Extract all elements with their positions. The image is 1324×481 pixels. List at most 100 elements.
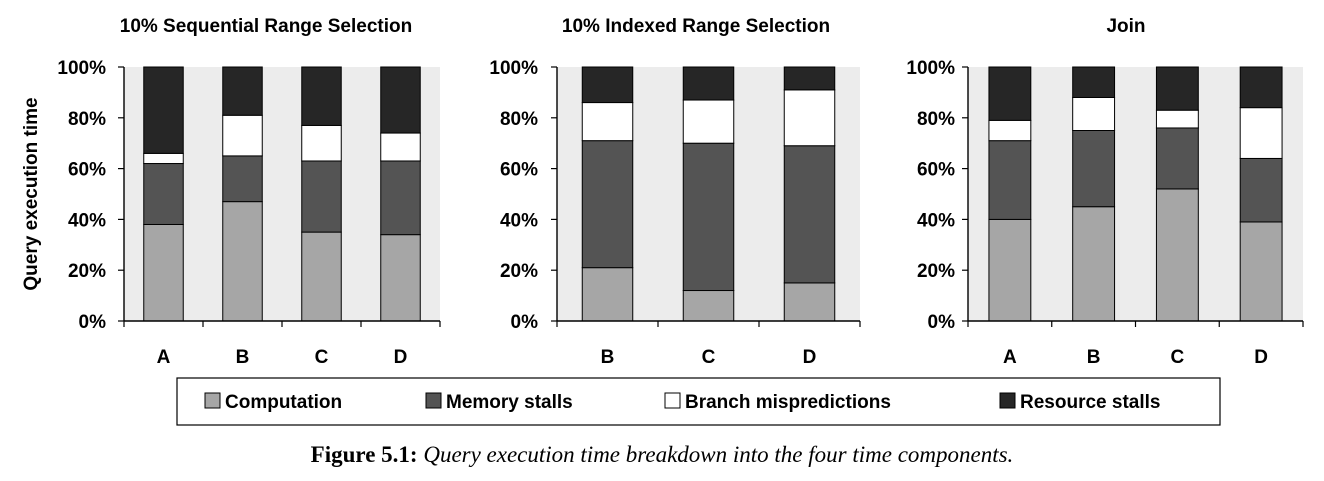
legend-item: Computation <box>204 392 342 413</box>
category-label: A <box>157 347 171 368</box>
bar-segment-memory-stalls <box>581 140 634 269</box>
bar-segment-resource-stalls <box>1239 66 1283 109</box>
y-tick-label: 100% <box>57 58 106 79</box>
y-tick-label: 80% <box>68 109 106 130</box>
bar-segment-resource-stalls <box>682 66 735 101</box>
chart-title: Join <box>1106 16 1145 37</box>
caption-text: Query execution time breakdown into the … <box>423 442 1014 467</box>
bar-segment-computation <box>988 218 1032 322</box>
bar-segment-resource-stalls <box>222 66 263 116</box>
bar-segment-branch-mispredictions <box>301 124 342 162</box>
bar-segment-memory-stalls <box>143 163 184 225</box>
chart-3: Join 0% 20% 40% 60% 80% 100% A B C D <box>906 16 1304 368</box>
bar-segment-memory-stalls <box>682 142 735 292</box>
legend-label: Computation <box>225 392 342 413</box>
bar-segment-memory-stalls <box>301 160 342 233</box>
y-tick-label: 0% <box>511 312 539 333</box>
y-tick-label: 60% <box>68 160 106 181</box>
chart-1: 10% Sequential Range Selection 0% 20% 40% 60… <box>21 16 441 368</box>
bar-segment-branch-mispredictions <box>682 99 735 144</box>
category-label: D <box>803 347 817 368</box>
category-label: B <box>1087 347 1101 368</box>
category-label: B <box>601 347 615 368</box>
category-label: D <box>1254 347 1268 368</box>
legend-box <box>176 377 1221 426</box>
category-label: C <box>1171 347 1185 368</box>
bar-segment-computation <box>581 267 634 322</box>
bar-segment-resource-stalls <box>581 66 634 104</box>
bar-segment-branch-mispredictions <box>1072 96 1116 132</box>
bar-segment-branch-mispredictions <box>143 152 184 165</box>
y-tick-label: 60% <box>917 160 955 181</box>
bar-segment-resource-stalls <box>988 66 1032 121</box>
bar-segment-memory-stalls <box>1155 127 1199 190</box>
legend-item: Branch mispredictions <box>664 392 891 413</box>
bar-segment-memory-stalls <box>380 160 421 236</box>
bar-segment-resource-stalls <box>1155 66 1199 111</box>
y-tick-label: 0% <box>928 312 956 333</box>
bar-segment-branch-mispredictions <box>581 102 634 142</box>
bar-segment-computation <box>301 231 342 322</box>
bar-segment-resource-stalls <box>783 66 836 91</box>
legend-swatch <box>664 392 681 409</box>
category-label: A <box>1003 347 1017 368</box>
charts-layer: 10% Sequential Range Selection 0% 20% 40% 60… <box>21 16 1304 368</box>
y-tick-label: 40% <box>68 210 106 231</box>
y-tick-label: 20% <box>68 261 106 282</box>
legend-label: Resource stalls <box>1020 392 1160 413</box>
legend-item: Resource stalls <box>999 392 1160 413</box>
bar-segment-computation <box>783 282 836 322</box>
y-tick-label: 100% <box>906 58 955 79</box>
bar-segment-computation <box>1239 221 1283 322</box>
bar-segment-branch-mispredictions <box>1155 109 1199 129</box>
bar-segment-resource-stalls <box>1072 66 1116 98</box>
chart-svg: 10% Sequential Range Selection 0% 20% 40% 60… <box>21 16 1304 426</box>
bar-segment-computation <box>380 234 421 322</box>
bar-segment-computation <box>143 223 184 322</box>
y-tick-label: 80% <box>917 109 955 130</box>
y-tick-label: 20% <box>500 261 538 282</box>
chart-2: 10% Indexed Range Selection 0% 20% 40% 60% 80… <box>489 16 861 368</box>
bar-segment-resource-stalls <box>380 66 421 134</box>
category-label: B <box>236 347 250 368</box>
bar-segment-computation <box>1072 206 1116 322</box>
bar-segment-computation <box>1155 188 1199 322</box>
category-label: D <box>394 347 408 368</box>
bar-segment-branch-mispredictions <box>1239 107 1283 159</box>
bar-segment-memory-stalls <box>1072 130 1116 208</box>
y-tick-label: 80% <box>500 109 538 130</box>
bar-segment-branch-mispredictions <box>783 89 836 147</box>
legend-item: Memory stalls <box>425 392 573 413</box>
legend-swatch <box>999 392 1016 409</box>
bar-segment-resource-stalls <box>143 66 184 154</box>
chart-title: 10% Sequential Range Selection <box>120 16 412 37</box>
legend-swatch <box>425 392 442 409</box>
legend-label: Memory stalls <box>446 392 573 413</box>
figure-caption: Figure 5.1: Query execution time breakdo… <box>0 442 1324 468</box>
category-label: C <box>315 347 329 368</box>
y-tick-label: 40% <box>500 210 538 231</box>
bar-segment-branch-mispredictions <box>380 132 421 162</box>
bar-segment-computation <box>682 290 735 322</box>
bar-segment-memory-stalls <box>1239 157 1283 223</box>
legend-label: Branch mispredictions <box>685 392 891 413</box>
chart-title: 10% Indexed Range Selection <box>562 16 830 37</box>
caption-lead: Figure 5.1: <box>310 442 418 467</box>
y-tick-label: 40% <box>917 210 955 231</box>
bar-segment-branch-mispredictions <box>222 114 263 157</box>
category-label: C <box>702 347 716 368</box>
y-tick-label: 20% <box>917 261 955 282</box>
y-tick-label: 100% <box>489 58 538 79</box>
y-axis-label: Query execution time <box>21 97 42 290</box>
y-tick-label: 0% <box>79 312 107 333</box>
bar-segment-resource-stalls <box>301 66 342 126</box>
legend-swatch <box>204 392 221 409</box>
bar-segment-memory-stalls <box>222 155 263 203</box>
bar-segment-memory-stalls <box>988 140 1032 220</box>
y-tick-label: 60% <box>500 160 538 181</box>
bar-segment-memory-stalls <box>783 145 836 284</box>
legend: Computation Memory stalls Branch mispredic… <box>176 377 1221 426</box>
bar-segment-branch-mispredictions <box>988 119 1032 142</box>
bar-segment-computation <box>222 201 263 322</box>
